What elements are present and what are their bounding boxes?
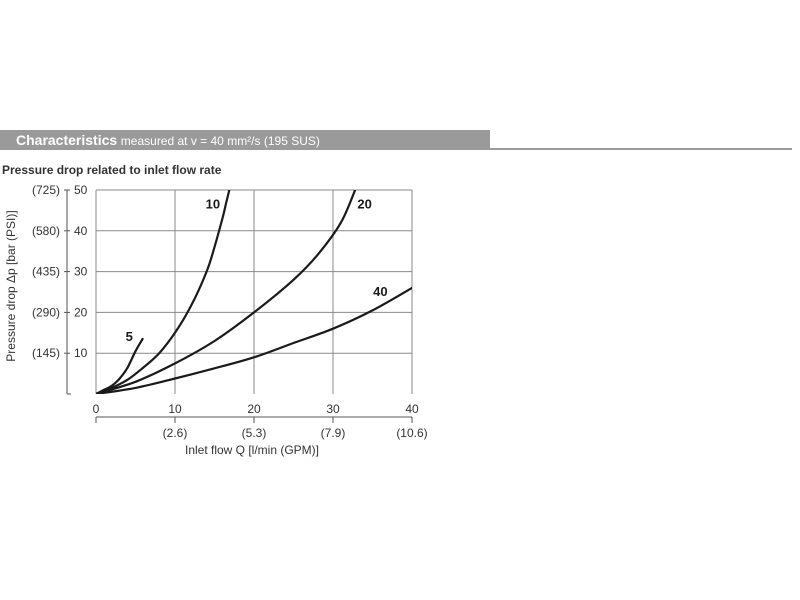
pressure-drop-chart: 0 10 20 30 40 (2.6) (5.3) (7.9) (10.6) Inlet flow…: [4, 183, 428, 457]
x-tick-label: 20: [247, 402, 261, 416]
y-tick-label-secondary: (725): [32, 183, 60, 197]
x-tick-label: 0: [93, 402, 100, 416]
y-tick-label-secondary: (580): [32, 224, 60, 238]
series-label-5: 5: [126, 329, 133, 344]
x-tick-label-secondary: (5.3): [242, 426, 267, 440]
y-tick-label: 50: [74, 183, 88, 197]
x-tick-label: 40: [405, 402, 419, 416]
section-subtitle: measured at v = 40 mm²/s (195 SUS): [120, 134, 320, 148]
series-line-20: [96, 190, 357, 394]
y-tick-label-secondary: (290): [32, 305, 60, 319]
series-label-10: 10: [206, 196, 220, 211]
section-title: Characteristics: [16, 132, 118, 148]
x-tick-label: 10: [168, 402, 182, 416]
section-header: Characteristics measured at v = 40 mm²/s…: [16, 132, 320, 148]
y-tick-label-secondary: (435): [32, 265, 60, 279]
series-line-5: [96, 337, 144, 394]
x-tick-label-secondary: (7.9): [321, 426, 346, 440]
series-label-40: 40: [373, 284, 387, 299]
y-tick-label: 40: [74, 224, 88, 238]
y-tick-label: 10: [74, 346, 88, 360]
x-tick-label-secondary: (2.6): [163, 426, 188, 440]
header-rule: [490, 148, 792, 150]
series-line-10: [96, 190, 231, 394]
y-tick-label-secondary: (145): [32, 346, 60, 360]
chart-title: Pressure drop related to inlet flow rate: [2, 163, 222, 177]
y-tick-label: 20: [74, 305, 88, 319]
x-tick-label-secondary: (10.6): [396, 426, 427, 440]
series-line-40: [96, 286, 412, 394]
header-bar: [0, 130, 490, 150]
x-tick-label: 30: [326, 402, 340, 416]
series-label-20: 20: [357, 196, 371, 211]
x-axis-label: Inlet flow Q [l/min (GPM)]: [185, 443, 319, 457]
y-tick-label: 30: [74, 265, 88, 279]
y-axis-label: Pressure drop Δp [bar (PSI)]: [4, 210, 18, 361]
